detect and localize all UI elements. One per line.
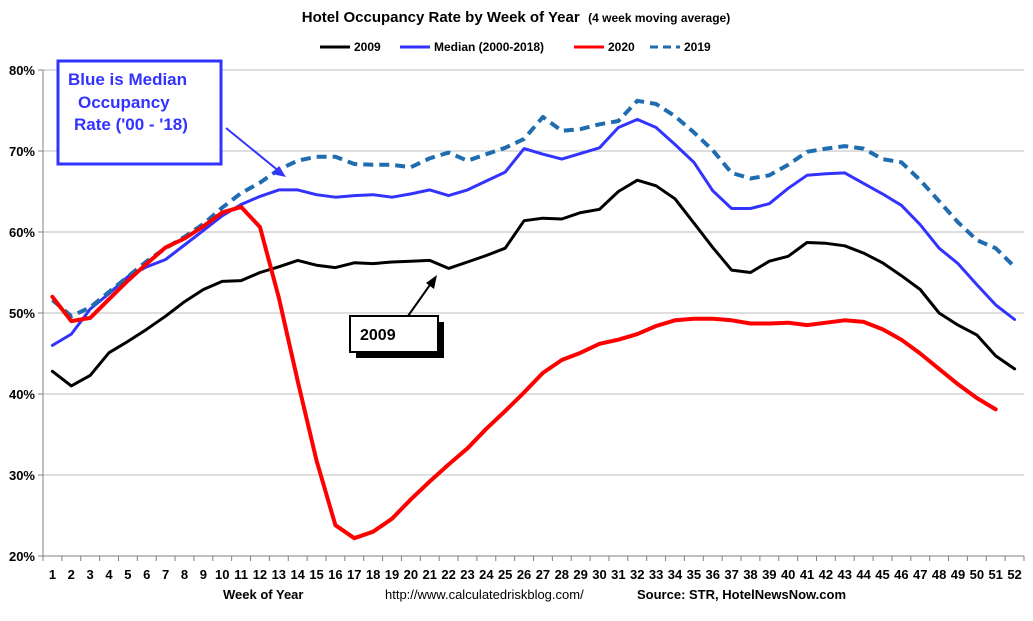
series-line-2020 <box>50 204 998 541</box>
x-tick-label-40: 40 <box>781 567 795 582</box>
x-tick-label-9: 9 <box>200 567 207 582</box>
legend-label-median-2000-2018: Median (2000-2018) <box>434 40 544 54</box>
x-tick-label-17: 17 <box>347 567 361 582</box>
x-tick-label-1: 1 <box>49 567 56 582</box>
label-2009-arrowhead <box>426 275 437 289</box>
x-tick-label-25: 25 <box>498 567 512 582</box>
legend-label-2009: 2009 <box>354 40 381 54</box>
x-tick-label-34: 34 <box>668 567 683 582</box>
x-tick-label-18: 18 <box>366 567 380 582</box>
x-tick-label-49: 49 <box>951 567 965 582</box>
x-tick-label-32: 32 <box>630 567 644 582</box>
x-tick-label-47: 47 <box>913 567 927 582</box>
source-url: http://www.calculatedriskblog.com/ <box>385 587 584 602</box>
label-2009-text: 2009 <box>360 327 396 344</box>
x-tick-label-26: 26 <box>517 567 531 582</box>
x-tick-label-30: 30 <box>592 567 606 582</box>
y-tick-label-30: 30% <box>9 468 35 483</box>
series-line-2009 <box>50 178 1017 388</box>
x-tick-label-39: 39 <box>762 567 776 582</box>
series-line-median-2000-2018 <box>50 117 1017 347</box>
x-tick-label-11: 11 <box>234 567 248 582</box>
x-tick-label-23: 23 <box>460 567 474 582</box>
x-tick-label-46: 46 <box>894 567 908 582</box>
label-2009-box <box>349 315 439 353</box>
y-tick-label-80: 80% <box>9 63 35 78</box>
x-tick-label-15: 15 <box>309 567 323 582</box>
series-line-2019 <box>51 98 1017 319</box>
x-tick-label-22: 22 <box>441 567 455 582</box>
x-tick-label-38: 38 <box>743 567 757 582</box>
x-tick-label-28: 28 <box>555 567 569 582</box>
median-annotation-line-3: Rate ('00 - '18) <box>74 115 188 134</box>
y-tick-label-40: 40% <box>9 387 35 402</box>
x-axis: 1 2 3 4 5 6 7 8 9 10 11 12 13 14 15 16 17 18 19 20 21 22 23 24 2… <box>42 555 1025 582</box>
median-annotation-box <box>56 59 223 166</box>
y-tick-label-50: 50% <box>9 306 35 321</box>
x-tick-label-13: 13 <box>272 567 286 582</box>
x-tick-label-7: 7 <box>162 567 169 582</box>
x-tick-label-52: 52 <box>1007 567 1021 582</box>
x-tick-label-14: 14 <box>290 567 305 582</box>
x-tick-label-21: 21 <box>423 567 437 582</box>
x-tick-label-51: 51 <box>988 567 1002 582</box>
median-annotation-line-2: Occupancy <box>78 93 170 112</box>
x-tick-label-27: 27 <box>536 567 550 582</box>
x-tick-label-16: 16 <box>328 567 342 582</box>
label-2009-annotation: 2009 <box>349 275 444 358</box>
x-tick-label-48: 48 <box>932 567 946 582</box>
median-annotation: Blue is Median Occupancy Rate ('00 - '18… <box>56 59 286 177</box>
x-tick-label-5: 5 <box>124 567 131 582</box>
median-annotation-arrowhead <box>272 166 286 177</box>
x-tick-label-24: 24 <box>479 567 494 582</box>
x-tick-label-2: 2 <box>68 567 75 582</box>
x-tick-label-3: 3 <box>87 567 94 582</box>
x-tick-label-41: 41 <box>800 567 814 582</box>
x-tick-label-50: 50 <box>970 567 984 582</box>
x-tick-label-12: 12 <box>253 567 267 582</box>
y-axis: 20% 30% 40% 50% 60% 70% 80% <box>9 63 44 564</box>
source-credit: Source: STR, HotelNewsNow.com <box>637 587 846 602</box>
x-axis-title: Week of Year <box>223 587 303 602</box>
x-tick-label-36: 36 <box>705 567 719 582</box>
y-tick-label-70: 70% <box>9 144 35 159</box>
legend: 2009 Median (2000-2018) 2020 2019 <box>320 40 711 54</box>
label-2009-arrow <box>407 281 433 317</box>
median-annotation-line-1: Blue is Median <box>68 70 187 89</box>
x-tick-label-35: 35 <box>687 567 701 582</box>
x-tick-label-37: 37 <box>724 567 738 582</box>
x-tick-label-6: 6 <box>143 567 150 582</box>
x-tick-label-10: 10 <box>215 567 229 582</box>
x-tick-label-44: 44 <box>856 567 871 582</box>
x-tick-label-42: 42 <box>819 567 833 582</box>
y-tick-label-60: 60% <box>9 225 35 240</box>
y-tick-label-20: 20% <box>9 549 35 564</box>
x-tick-label-31: 31 <box>611 567 625 582</box>
legend-label-2020: 2020 <box>608 40 635 54</box>
x-tick-label-20: 20 <box>404 567 418 582</box>
x-tick-label-45: 45 <box>875 567 889 582</box>
x-tick-label-19: 19 <box>385 567 399 582</box>
median-annotation-arrow <box>225 127 281 173</box>
x-tick-label-33: 33 <box>649 567 663 582</box>
x-tick-label-43: 43 <box>838 567 852 582</box>
chart-title-sub: (4 week moving average) <box>588 11 730 25</box>
x-tick-label-8: 8 <box>181 567 188 582</box>
series-lines <box>50 98 1017 541</box>
chart-title: Hotel Occupancy Rate by Week of Year (4 … <box>302 9 730 26</box>
legend-label-2019: 2019 <box>684 40 711 54</box>
chart-title-main: Hotel Occupancy Rate by Week of Year <box>302 9 580 26</box>
x-tick-label-29: 29 <box>573 567 587 582</box>
x-tick-label-4: 4 <box>105 567 113 582</box>
